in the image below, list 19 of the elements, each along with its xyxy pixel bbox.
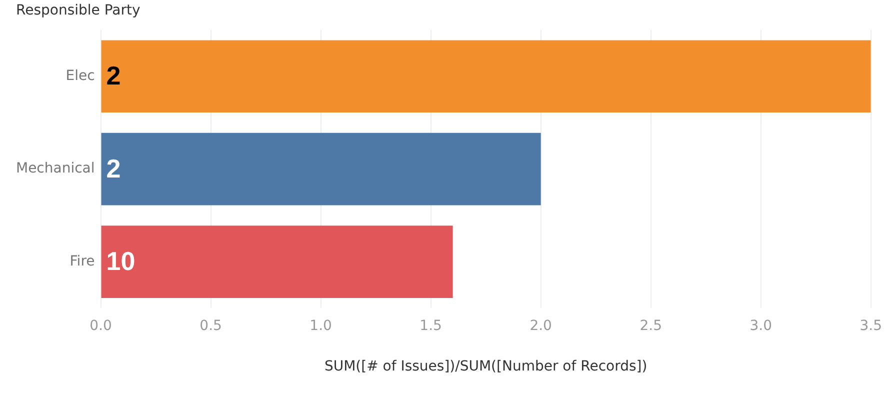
- bar: [101, 40, 871, 113]
- x-tick-label: 0.0: [90, 318, 112, 334]
- x-tick-label: 2.0: [530, 318, 552, 334]
- y-tick-label: Fire: [70, 253, 95, 270]
- x-axis-title: SUM([# of Issues])/SUM([Number of Records]): [324, 358, 648, 375]
- x-tick-label: 3.5: [860, 318, 882, 334]
- x-tick-label: 3.0: [750, 318, 772, 334]
- bar: [101, 132, 541, 206]
- annotation: 10: [106, 246, 136, 276]
- x-tick-label: 2.5: [640, 318, 662, 334]
- annotation: 2: [106, 60, 121, 91]
- annotation: 2: [106, 153, 121, 184]
- bar: [101, 226, 453, 298]
- x-tick-label: 1.0: [310, 318, 332, 334]
- y-tick-label: Mechanical: [16, 160, 95, 177]
- x-tick-label: 1.5: [420, 318, 442, 334]
- y-axis-title: Responsible Party: [16, 2, 140, 19]
- y-tick-label: Elec: [66, 68, 95, 84]
- x-tick-label: 0.5: [200, 318, 222, 334]
